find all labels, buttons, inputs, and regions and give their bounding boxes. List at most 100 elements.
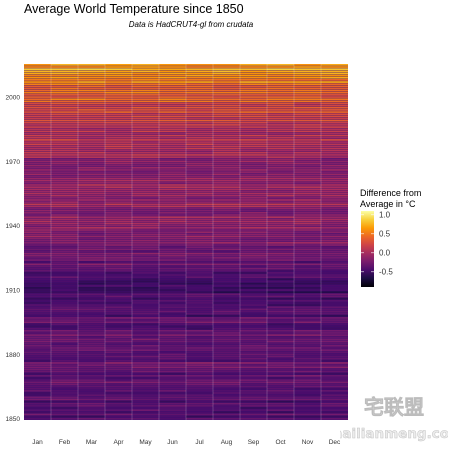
- heat-cell: [294, 287, 321, 289]
- heat-cell: [267, 98, 294, 101]
- heat-cell: [159, 329, 186, 332]
- heat-cell: [294, 304, 321, 306]
- heat-cell: [213, 295, 240, 298]
- heat-cell: [213, 342, 240, 345]
- heat-cell: [213, 224, 240, 227]
- heat-cell: [105, 177, 132, 180]
- heat-cell: [294, 291, 321, 294]
- heat-cell: [159, 141, 186, 143]
- heat-cell: [321, 274, 348, 276]
- heat-cell: [159, 96, 186, 98]
- heat-cell: [132, 310, 159, 313]
- heat-cell: [51, 231, 78, 234]
- heat-cell: [51, 229, 78, 231]
- heat-cell: [51, 312, 78, 315]
- heat-cell: [132, 252, 159, 255]
- heat-cell: [186, 379, 213, 382]
- heat-cell: [321, 398, 348, 401]
- heat-cell: [294, 407, 321, 409]
- heat-cell: [78, 85, 105, 88]
- heat-cell: [240, 162, 267, 165]
- heat-cell: [294, 222, 321, 225]
- heat-cell: [51, 411, 78, 414]
- heat-cell: [294, 179, 321, 182]
- heat-cell: [105, 203, 132, 206]
- heat-cell: [24, 175, 51, 178]
- heat-cell: [78, 291, 105, 294]
- heat-cell: [267, 177, 294, 180]
- heat-cell: [213, 199, 240, 201]
- heat-cell: [321, 417, 348, 420]
- heat-cell: [159, 413, 186, 416]
- heat-cell: [213, 287, 240, 289]
- heat-cell: [267, 407, 294, 409]
- heat-cell: [51, 85, 78, 88]
- heat-cell: [267, 143, 294, 146]
- heat-cell: [132, 143, 159, 146]
- heat-cell: [213, 194, 240, 197]
- heat-cell: [267, 218, 294, 221]
- heat-cell: [267, 257, 294, 259]
- heat-cell: [321, 415, 348, 418]
- heat-cell: [213, 66, 240, 68]
- heat-cell: [24, 166, 51, 169]
- heat-cell: [132, 190, 159, 193]
- heat-cell: [159, 317, 186, 319]
- heat-cell: [186, 276, 213, 279]
- heat-cell: [321, 407, 348, 409]
- heat-cell: [294, 400, 321, 403]
- heat-cell: [267, 119, 294, 122]
- x-tick-label: Jan: [32, 439, 43, 446]
- heat-cell: [24, 287, 51, 289]
- heat-cell: [159, 188, 186, 191]
- heat-cell: [186, 389, 213, 392]
- heat-cell: [105, 340, 132, 343]
- heat-cell: [24, 74, 51, 77]
- heat-cell: [240, 297, 267, 300]
- heat-cell: [294, 379, 321, 382]
- heat-cell: [321, 207, 348, 210]
- heat-cell: [240, 214, 267, 216]
- x-tick-label: Dec: [329, 439, 341, 446]
- heat-cell: [240, 134, 267, 137]
- heat-cell: [51, 158, 78, 161]
- heat-cell: [213, 119, 240, 122]
- heat-cell: [51, 186, 78, 188]
- heat-cell: [159, 404, 186, 407]
- heat-cell: [159, 192, 186, 195]
- heat-cell: [78, 147, 105, 150]
- heat-cell: [105, 407, 132, 409]
- heat-cell: [240, 160, 267, 163]
- heat-cell: [186, 216, 213, 219]
- heat-cell: [294, 342, 321, 345]
- heat-cell: [267, 100, 294, 103]
- heat-cell: [267, 389, 294, 392]
- heat-cell: [159, 91, 186, 94]
- heat-cell: [159, 211, 186, 214]
- heat-cell: [51, 177, 78, 180]
- heat-cell: [78, 248, 105, 251]
- heat-cell: [267, 349, 294, 351]
- heat-cell: [321, 389, 348, 392]
- heat-cell: [105, 349, 132, 351]
- heat-cell: [24, 226, 51, 229]
- heat-cell: [24, 231, 51, 234]
- heat-cell: [267, 207, 294, 210]
- heat-cell: [186, 147, 213, 150]
- heat-cell: [213, 237, 240, 240]
- heat-cell: [51, 184, 78, 186]
- heat-cell: [24, 196, 51, 199]
- heat-cell: [240, 364, 267, 366]
- heat-cell: [132, 218, 159, 221]
- heat-cell: [294, 89, 321, 92]
- heat-cell: [321, 364, 348, 366]
- heat-cell: [78, 321, 105, 324]
- heat-cell: [78, 145, 105, 148]
- heat-cell: [78, 374, 105, 377]
- heat-cell: [240, 379, 267, 382]
- heat-cell: [78, 413, 105, 416]
- heat-cell: [186, 87, 213, 90]
- heat-cell: [24, 128, 51, 131]
- heat-cell: [78, 76, 105, 79]
- heat-cell: [186, 94, 213, 96]
